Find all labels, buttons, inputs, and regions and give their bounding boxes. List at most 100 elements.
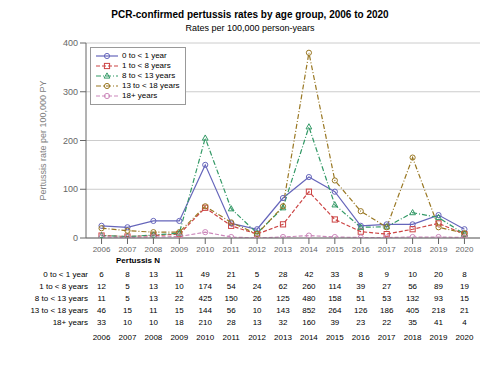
html-text:126: 126 — [354, 306, 368, 315]
html-text:18+ years: 18+ years — [52, 318, 88, 327]
html-text:56: 56 — [226, 306, 236, 315]
html-text:89: 89 — [434, 282, 443, 291]
svg-text:400: 400 — [63, 38, 78, 48]
html-text:12: 12 — [97, 282, 106, 291]
html-text:28: 28 — [278, 270, 288, 279]
html-text:26: 26 — [252, 294, 262, 303]
html-text:10: 10 — [123, 318, 132, 327]
html-text:22: 22 — [174, 294, 184, 303]
html-text:18+ years: 18+ years — [122, 91, 158, 100]
html-text:405: 405 — [405, 306, 420, 315]
html-text:10: 10 — [148, 318, 158, 327]
html-text:13 to < 18 years: 13 to < 18 years — [30, 306, 88, 315]
svg-text:2014: 2014 — [300, 245, 318, 254]
svg-text:2006: 2006 — [93, 245, 111, 254]
html-text:174: 174 — [198, 282, 212, 291]
html-text:11: 11 — [149, 306, 158, 315]
html-text:54: 54 — [226, 282, 236, 291]
html-text:158: 158 — [328, 294, 342, 303]
html-text:53: 53 — [382, 294, 392, 303]
html-text:8 to < 13 years: 8 to < 13 years — [34, 294, 88, 303]
html-text:32: 32 — [278, 318, 288, 327]
html-text:10: 10 — [252, 306, 262, 315]
html-text:186: 186 — [380, 306, 394, 315]
html-text:46: 46 — [97, 306, 106, 315]
svg-text:2018: 2018 — [404, 245, 422, 254]
svg-text:2017: 2017 — [378, 245, 396, 254]
html-text:28: 28 — [226, 318, 236, 327]
html-text:132: 132 — [405, 294, 420, 303]
svg-text:2020: 2020 — [456, 245, 474, 254]
svg-text:2013: 2013 — [274, 245, 292, 254]
html-text:20: 20 — [434, 270, 443, 279]
html-text:10: 10 — [174, 282, 184, 291]
html-text:264: 264 — [328, 306, 342, 315]
html-text:1 to < 8 years: 1 to < 8 years — [122, 61, 171, 70]
html-text:13: 13 — [148, 270, 158, 279]
html-text:1 to < 8 years: 1 to < 8 years — [39, 282, 88, 291]
html-text:480: 480 — [302, 294, 316, 303]
html-text:210: 210 — [198, 318, 212, 327]
svg-text:2008: 2008 — [144, 245, 162, 254]
html-text:218: 218 — [431, 306, 446, 315]
html-text:11: 11 — [175, 270, 184, 279]
html-text:425: 425 — [198, 294, 212, 303]
svg-text:2012: 2012 — [248, 245, 266, 254]
html-text:11: 11 — [97, 294, 106, 303]
html-text:15: 15 — [174, 306, 184, 315]
html-text:18: 18 — [174, 318, 184, 327]
html-text:27: 27 — [382, 282, 392, 291]
html-text:13: 13 — [148, 294, 158, 303]
html-text:33: 33 — [330, 270, 340, 279]
html-text:62: 62 — [278, 282, 288, 291]
svg-text:2009: 2009 — [170, 245, 188, 254]
html-text:15: 15 — [123, 306, 132, 315]
html-text:10: 10 — [408, 270, 417, 279]
html-text:22: 22 — [382, 318, 392, 327]
html-text:42: 42 — [304, 270, 314, 279]
svg-text:2016: 2016 — [352, 245, 370, 254]
svg-text:200: 200 — [63, 136, 78, 146]
html-text:8 to < 13 years: 8 to < 13 years — [122, 71, 176, 80]
html-text:144: 144 — [198, 306, 212, 315]
html-text:PCR-confirmed pertussis rates: PCR-confirmed pertussis rates by age gro… — [111, 9, 389, 20]
html-text:0 to < 1 year: 0 to < 1 year — [43, 270, 88, 279]
html-text:114: 114 — [328, 282, 342, 291]
html-text:56: 56 — [408, 282, 417, 291]
html-text:35: 35 — [408, 318, 417, 327]
html-text:Pertussis N: Pertussis N — [116, 256, 160, 265]
html-text:33: 33 — [97, 318, 106, 327]
svg-text:2011: 2011 — [223, 245, 241, 254]
html-text:51: 51 — [356, 294, 366, 303]
svg-text:Pertussis rate per 100,000 PY: Pertussis rate per 100,000 PY — [38, 80, 48, 200]
html-text:21: 21 — [460, 306, 469, 315]
html-text:24: 24 — [252, 282, 262, 291]
svg-text:2010: 2010 — [196, 245, 214, 254]
svg-text:2015: 2015 — [326, 245, 344, 254]
html-text:49: 49 — [200, 270, 210, 279]
html-text:160: 160 — [302, 318, 316, 327]
html-text:15: 15 — [460, 294, 469, 303]
html-text:0 to < 1 year: 0 to < 1 year — [122, 51, 167, 60]
html-text:13: 13 — [148, 282, 158, 291]
svg-text:300: 300 — [63, 87, 78, 97]
html-text:21: 21 — [226, 270, 236, 279]
html-text:143: 143 — [276, 306, 290, 315]
html-text:13 to < 18 years: 13 to < 18 years — [122, 81, 180, 90]
html-text:19: 19 — [460, 282, 469, 291]
html-text:23: 23 — [356, 318, 366, 327]
svg-text:100: 100 — [63, 184, 78, 194]
html-text:852: 852 — [302, 306, 316, 315]
html-text:39: 39 — [330, 318, 340, 327]
html-text:13: 13 — [252, 318, 262, 327]
html-text:260: 260 — [302, 282, 316, 291]
html-text:Rates per 100,000 person-years: Rates per 100,000 person-years — [185, 23, 315, 33]
svg-text:2007: 2007 — [119, 245, 137, 254]
html-text:41: 41 — [434, 318, 443, 327]
svg-text:2019: 2019 — [430, 245, 448, 254]
html-text:125: 125 — [276, 294, 290, 303]
html-text:93: 93 — [434, 294, 443, 303]
html-text:150: 150 — [224, 294, 238, 303]
html-text:39: 39 — [356, 282, 366, 291]
svg-text:0: 0 — [73, 233, 78, 243]
